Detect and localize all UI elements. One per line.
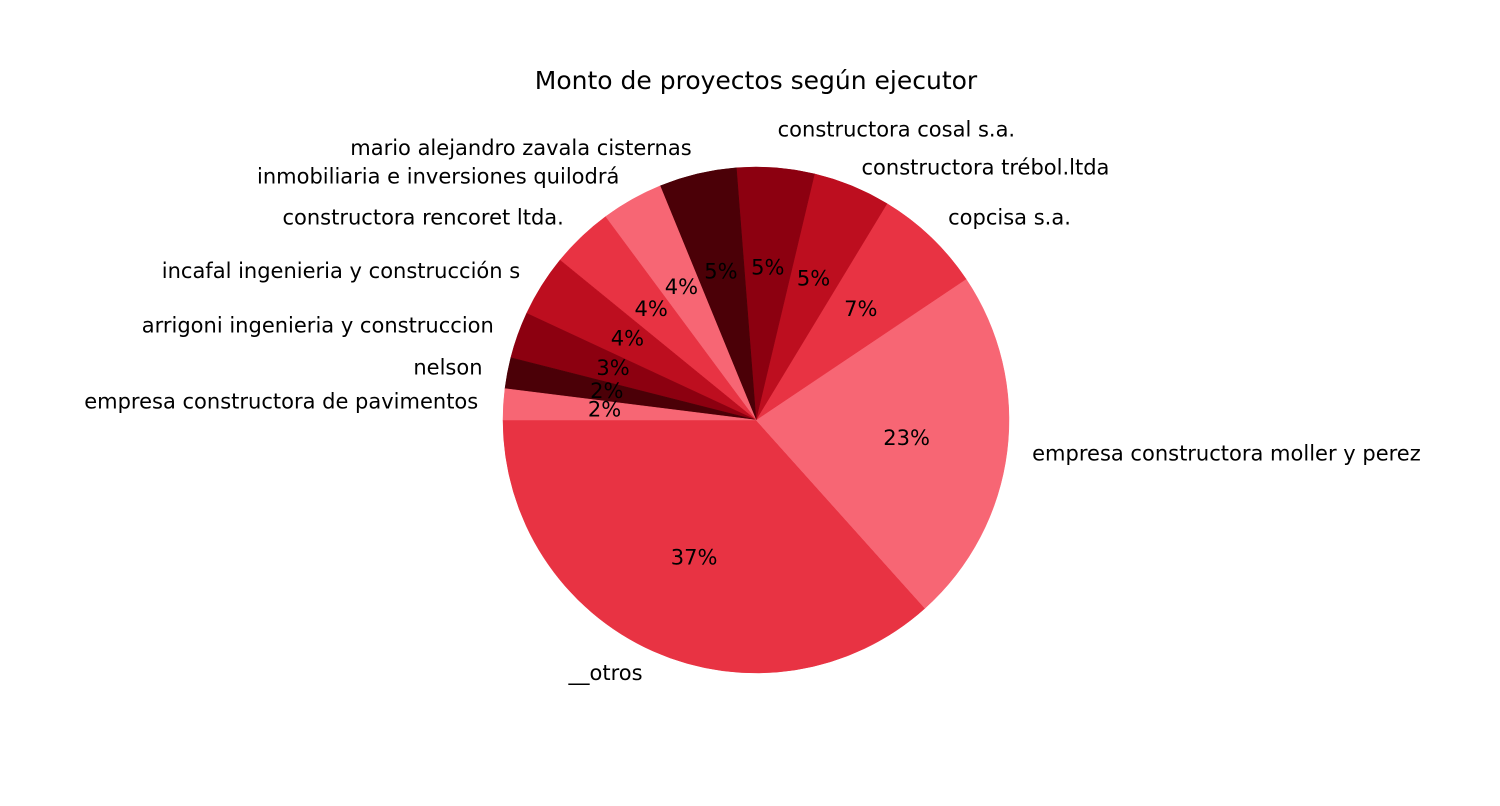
pie-slice	[755, 278, 1010, 609]
slice-label: incafal ingenieria y construcción s	[162, 259, 520, 283]
slice-percent-label: 2%	[590, 379, 623, 403]
slice-percent-label: 4%	[665, 275, 698, 299]
slice-percent-label: 37%	[671, 546, 718, 570]
slice-percent-label: 2%	[588, 398, 621, 422]
slice-label: __otros	[567, 661, 642, 686]
pie-slice	[502, 388, 757, 421]
slice-label: constructora cosal s.a.	[778, 118, 1016, 142]
slice-label: copcisa s.a.	[948, 206, 1071, 230]
slice-label: constructora rencoret ltda.	[282, 206, 563, 230]
slice-percent-label: 5%	[704, 259, 737, 283]
pie-slice	[755, 203, 967, 421]
slice-percent-label: 7%	[844, 297, 877, 321]
slice-percent-label: 3%	[596, 356, 629, 380]
slice-percent-label: 4%	[611, 326, 644, 350]
slice-label: mario alejandro zavala cisternas	[350, 136, 691, 160]
slice-label: inmobiliaria e inversiones quilodrá	[257, 165, 619, 189]
chart-title: Monto de proyectos según ejecutor	[534, 66, 978, 95]
slice-label: constructora trébol.ltda	[862, 155, 1110, 179]
slice-label: empresa constructora de pavimentos	[84, 390, 478, 414]
pie-slice	[502, 419, 926, 674]
slice-label: arrigoni ingenieria y construccion	[142, 314, 494, 338]
slice-percent-label: 23%	[883, 426, 930, 450]
slice-percent-label: 5%	[797, 267, 830, 291]
slice-label: empresa constructora moller y perez	[1032, 442, 1421, 466]
slice-label: nelson	[413, 355, 482, 379]
slice-percent-label: 4%	[635, 297, 668, 321]
slice-percent-label: 5%	[751, 256, 784, 280]
